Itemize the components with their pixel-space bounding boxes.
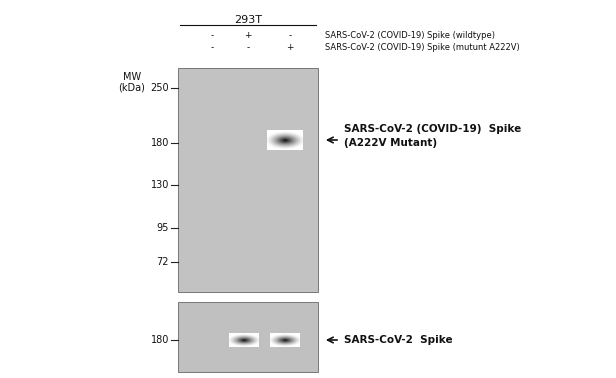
Text: 250: 250 (150, 83, 169, 93)
Bar (178, 302, 318, 372)
Text: MW: MW (123, 72, 141, 82)
Text: -: - (246, 43, 249, 53)
Text: 95: 95 (156, 223, 169, 233)
Text: 72: 72 (156, 257, 169, 267)
Text: (kDa): (kDa) (118, 82, 145, 92)
Text: SARS-CoV-2  Spike: SARS-CoV-2 Spike (344, 335, 453, 345)
Text: SARS-CoV-2 (COVID-19) Spike (wildtype): SARS-CoV-2 (COVID-19) Spike (wildtype) (325, 31, 495, 40)
Text: +: + (286, 43, 294, 53)
Text: 130: 130 (151, 180, 169, 190)
Text: SARS-CoV-2 (COVID-19)  Spike: SARS-CoV-2 (COVID-19) Spike (344, 124, 521, 134)
Text: -: - (211, 43, 214, 53)
Text: +: + (245, 31, 252, 40)
Text: 180: 180 (151, 138, 169, 148)
Text: SARS-CoV-2 (COVID-19) Spike (mutunt A222V): SARS-CoV-2 (COVID-19) Spike (mutunt A222… (325, 43, 520, 53)
Text: 293T: 293T (234, 15, 262, 25)
Text: (A222V Mutant): (A222V Mutant) (344, 138, 437, 148)
Bar (178, 68, 318, 292)
Text: -: - (288, 31, 291, 40)
Text: -: - (211, 31, 214, 40)
Text: 180: 180 (151, 335, 169, 345)
